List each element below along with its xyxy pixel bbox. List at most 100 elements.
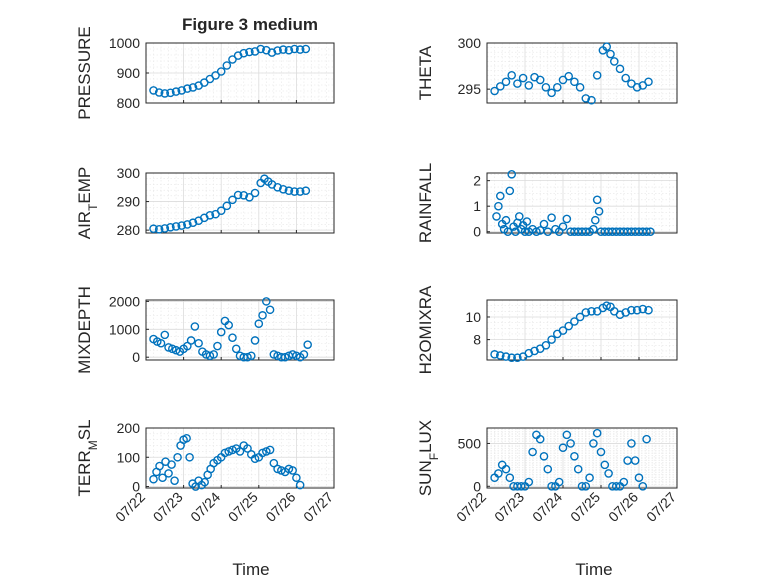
data-point	[600, 460, 610, 470]
data-point	[288, 350, 297, 359]
data-point	[581, 94, 591, 103]
data-point	[611, 481, 621, 491]
data-point	[160, 330, 170, 340]
data-point	[541, 340, 551, 350]
data-point	[269, 350, 279, 359]
data-point	[495, 351, 505, 360]
y-axis-label: MIXDEPTH	[75, 286, 94, 374]
data-point	[642, 227, 651, 237]
data-point	[185, 452, 194, 462]
data-point	[164, 469, 173, 478]
data-point	[158, 473, 167, 483]
data-point	[492, 212, 501, 221]
data-point	[507, 169, 517, 179]
x-tick-label: 07/26	[262, 489, 298, 525]
data-point	[269, 458, 279, 468]
data-point	[299, 350, 309, 359]
data-point	[171, 222, 181, 231]
data-point	[547, 335, 556, 344]
data-point	[587, 95, 596, 105]
data-point	[558, 443, 568, 453]
data-point	[194, 338, 203, 348]
data-point	[539, 219, 549, 229]
x-tick-label: 07/24	[187, 489, 223, 525]
data-point	[216, 206, 226, 216]
data-point	[205, 351, 215, 361]
data-point	[231, 344, 241, 354]
data-point	[182, 433, 191, 443]
y-axis-label: TERRMSL	[75, 419, 100, 496]
data-point	[606, 49, 615, 59]
data-point	[149, 86, 158, 95]
data-point	[290, 44, 299, 54]
y-tick-label: 200	[117, 420, 141, 436]
axes-frame	[486, 299, 678, 361]
data-point	[256, 44, 265, 54]
data-point	[167, 460, 176, 469]
data-point	[621, 73, 631, 83]
data-point	[585, 473, 594, 483]
data-point	[596, 447, 606, 457]
data-point	[562, 430, 572, 440]
data-point	[501, 77, 511, 87]
data-point	[284, 45, 294, 55]
data-point	[541, 83, 551, 92]
data-point	[295, 480, 305, 490]
data-point	[562, 214, 572, 224]
data-point	[149, 474, 158, 484]
data-point	[228, 333, 237, 342]
data-point	[188, 218, 198, 228]
data-point	[239, 48, 249, 58]
data-point	[494, 469, 503, 478]
x-tick-label: 07/25	[225, 489, 261, 525]
data-point	[558, 222, 568, 231]
data-point	[554, 477, 564, 487]
data-point	[288, 466, 297, 475]
data-point	[575, 83, 585, 92]
data-point	[262, 447, 271, 456]
data-point	[573, 464, 583, 474]
data-point	[235, 447, 245, 456]
data-point	[284, 186, 294, 196]
y-tick-label: 2	[473, 173, 481, 189]
data-point	[591, 215, 600, 225]
data-point	[250, 188, 260, 198]
y-axis-label: H2OMIXRA	[416, 285, 435, 374]
data-point	[581, 227, 591, 237]
y-tick-label: 800	[117, 95, 141, 111]
data-point	[295, 187, 305, 196]
y-tick-label: 290	[117, 194, 141, 210]
plot-area	[487, 43, 677, 103]
data-point	[245, 192, 254, 202]
y-tick-label: 2000	[109, 293, 140, 309]
data-point	[547, 88, 556, 98]
data-point	[522, 217, 532, 226]
data-point	[581, 481, 591, 491]
data-point	[644, 77, 653, 87]
y-tick-label: 295	[458, 81, 482, 97]
data-point	[564, 71, 574, 81]
data-point	[177, 221, 187, 230]
data-point	[213, 341, 222, 351]
y-tick-label: 500	[458, 435, 482, 451]
y-tick-label: 0	[132, 349, 140, 365]
data-point	[239, 190, 249, 200]
data-point	[265, 445, 275, 455]
x-tick-label: 07/22	[112, 489, 148, 525]
data-point	[570, 451, 579, 461]
data-point	[209, 350, 218, 359]
data-point	[173, 452, 182, 462]
axes-frame	[486, 42, 678, 104]
data-point	[535, 75, 545, 85]
data-point	[634, 473, 644, 483]
data-point	[490, 86, 499, 96]
data-point	[495, 191, 505, 201]
data-point	[200, 477, 209, 487]
data-point	[528, 447, 537, 457]
data-point	[610, 57, 619, 66]
data-point	[228, 195, 237, 205]
data-point	[589, 439, 598, 448]
data-point	[177, 86, 187, 95]
data-point	[243, 444, 252, 453]
